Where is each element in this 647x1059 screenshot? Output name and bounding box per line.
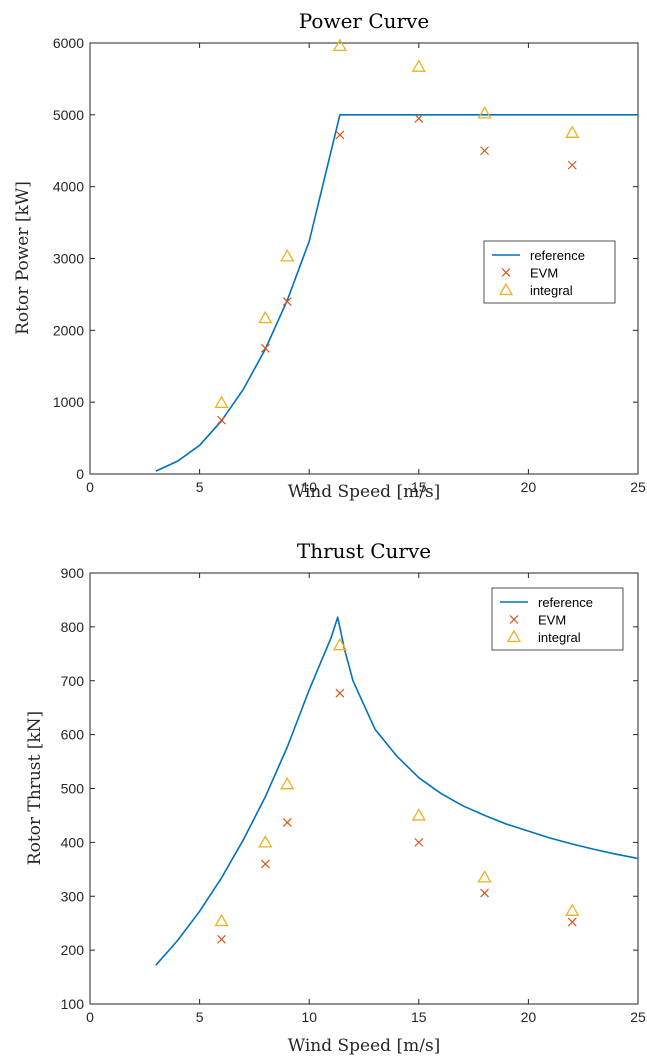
- thrust-curve-y-tick-label: 100: [61, 996, 85, 1012]
- thrust-curve-legend-label-integral: integral: [538, 630, 581, 645]
- power-curve-reference-line: [155, 114, 638, 472]
- power-curve-y-tick-label: 1000: [53, 394, 84, 410]
- power-curve-x-tick-label: 15: [411, 479, 427, 495]
- thrust-curve-integral-point: [332, 637, 348, 651]
- thrust-curve-x-ticks: 0 5 10 15 20 25: [86, 573, 646, 1025]
- thrust-curve-y-tick-label: 400: [61, 834, 85, 850]
- thrust-curve-evm-point: [567, 917, 577, 927]
- power-curve-integral-point: [280, 249, 295, 262]
- thrust-curve-y-ticks: 100 200 300 400 500 600 700 800 900: [61, 565, 638, 1012]
- thrust-curve-y-tick-label: 600: [61, 727, 85, 743]
- thrust-curve-plot-area: [155, 616, 639, 966]
- power-curve-legend-label-reference: reference: [530, 248, 585, 263]
- power-curve-y-tick-label: 5000: [53, 107, 84, 123]
- power-curve-evm-point: [567, 160, 577, 170]
- thrust-curve-integral-point: [258, 835, 273, 848]
- thrust-curve-legend: reference EVM integral: [491, 587, 624, 651]
- thrust-curve-y-tick-label: 200: [61, 942, 85, 958]
- thrust-curve-x-tick-label: 5: [196, 1009, 204, 1025]
- thrust-curve-evm-point: [217, 934, 226, 944]
- power-curve-y-tick-label: 3000: [53, 251, 84, 267]
- power-curve-x-tick-label: 25: [630, 479, 646, 495]
- thrust-curve-integral-point: [565, 903, 580, 916]
- thrust-curve-title: Thrust Curve: [297, 539, 431, 563]
- power-curve-evm-point: [260, 343, 270, 353]
- thrust-curve-y-tick-label: 800: [61, 619, 85, 635]
- power-curve-legend-symbol-evm: [501, 268, 511, 277]
- power-curve-integral-point: [258, 310, 273, 324]
- thrust-curve-integral-point: [477, 870, 492, 883]
- thrust-curve-evm-point: [480, 888, 489, 898]
- thrust-curve-y-tick-label: 500: [61, 781, 85, 797]
- thrust-curve-y-label: Rotor Thrust [kN]: [25, 711, 45, 865]
- power-curve-evm-point: [282, 297, 292, 307]
- power-curve-y-tick-label: 2000: [53, 322, 84, 338]
- power-curve-x-label: Wind Speed [m/s]: [288, 482, 441, 502]
- power-curve-title: Power Curve: [299, 9, 429, 33]
- power-curve-evm-point: [217, 415, 226, 425]
- power-curve-legend-label-integral: integral: [530, 283, 573, 298]
- power-curve-evm-point: [414, 114, 424, 123]
- thrust-curve-legend-label-evm: EVM: [538, 613, 566, 628]
- thrust-curve-y-tick-label: 700: [61, 673, 85, 689]
- thrust-curve-reference-line: [155, 616, 639, 966]
- thrust-curve-x-tick-label: 25: [630, 1009, 646, 1025]
- thrust-curve-x-tick-label: 10: [301, 1009, 317, 1025]
- power-curve-x-tick-label: 0: [86, 479, 94, 495]
- power-curve-integral-point: [214, 395, 229, 409]
- thrust-curve-integral-point: [411, 808, 426, 821]
- thrust-curve-evm-point: [282, 818, 292, 827]
- thrust-curve-x-tick-label: 20: [521, 1009, 537, 1025]
- thrust-curve-legend-label-reference: reference: [538, 595, 593, 610]
- thrust-curve-x-tick-label: 0: [86, 1009, 94, 1025]
- power-curve-x-ticks: 0 5 10 15 20 25: [86, 43, 646, 495]
- power-curve-y-label: Rotor Power [kW]: [13, 181, 33, 335]
- thrust-curve-panel: Thrust Curve 0 5 10 15 20 25 100 200 300 400 500 6…: [25, 539, 646, 1056]
- power-curve-x-tick-label: 20: [521, 479, 537, 495]
- power-curve-x-tick-label: 10: [301, 479, 317, 495]
- thrust-curve-legend-symbol-integral: [506, 629, 522, 643]
- thrust-curve-evm-point: [260, 859, 270, 869]
- power-curve-panel: Power Curve 0 5 10 15 20 25 0 1000 2000 3000 4000…: [13, 9, 646, 502]
- power-curve-legend-symbol-integral: [498, 282, 514, 296]
- power-curve-evm-point: [480, 146, 489, 156]
- thrust-curve-evm-point: [414, 837, 424, 847]
- power-curve-y-tick-label: 0: [76, 466, 84, 482]
- thrust-curve-evm-point: [335, 688, 345, 698]
- power-curve-integral-point: [477, 106, 492, 119]
- power-curve-y-tick-label: 6000: [53, 35, 84, 51]
- power-curve-integral-point: [411, 59, 426, 72]
- thrust-curve-legend-symbol-evm: [509, 615, 519, 624]
- power-curve-integral-point: [565, 125, 580, 138]
- thrust-curve-y-tick-label: 900: [61, 565, 85, 581]
- thrust-curve-y-tick-label: 300: [61, 888, 85, 904]
- power-curve-legend: reference EVM integral: [483, 240, 616, 304]
- power-curve-x-tick-label: 5: [196, 479, 204, 495]
- power-curve-legend-label-evm: EVM: [530, 266, 558, 281]
- power-curve-plot-area: [155, 38, 638, 472]
- thrust-curve-integral-point: [280, 776, 295, 790]
- power-curve-integral-point: [332, 38, 348, 52]
- thrust-curve-x-tick-label: 15: [411, 1009, 427, 1025]
- thrust-curve-x-label: Wind Speed [m/s]: [288, 1036, 441, 1056]
- power-curve-y-ticks: 0 1000 2000 3000 4000 5000 6000: [53, 35, 638, 482]
- power-curve-y-tick-label: 4000: [53, 179, 84, 195]
- thrust-curve-integral-point: [214, 913, 229, 927]
- power-curve-evm-point: [335, 130, 345, 140]
